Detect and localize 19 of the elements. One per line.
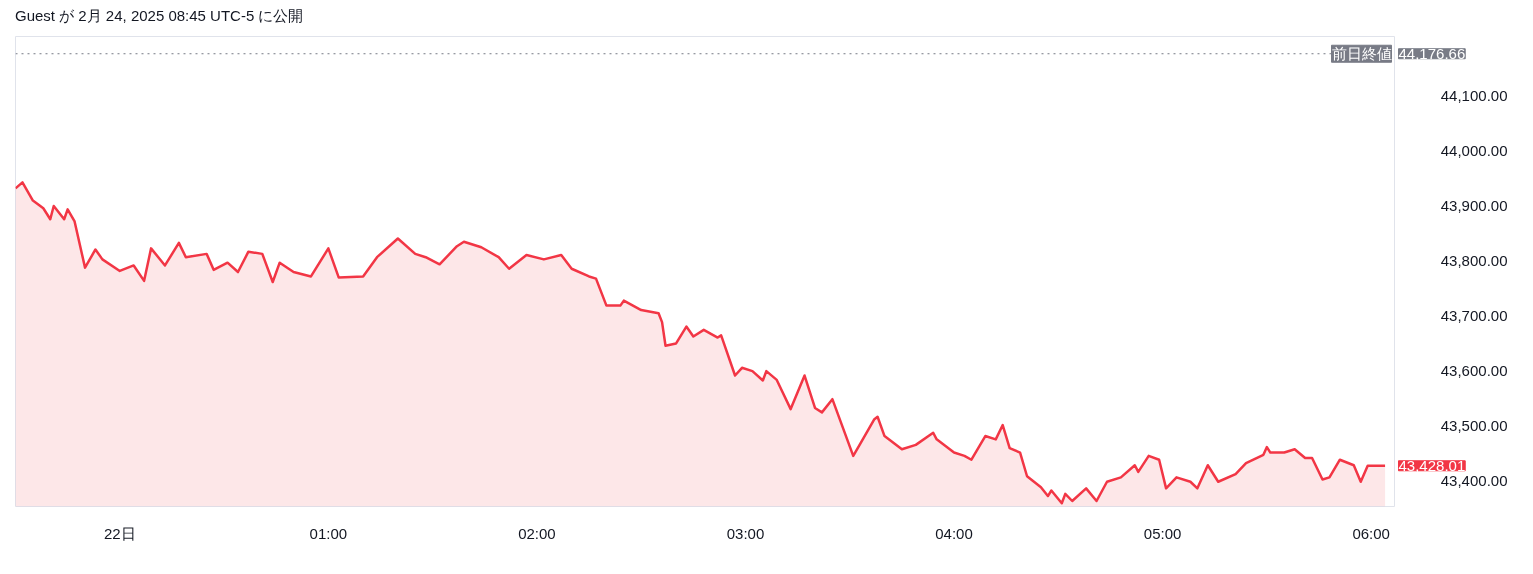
chart-title: Guest が 2月 24, 2025 08:45 UTC-5 に公開 xyxy=(15,6,304,26)
ref-line-label: 前日終値 xyxy=(1331,45,1392,63)
y-tick-label: 44,100.00 xyxy=(1440,87,1508,105)
text: 44,176.66 xyxy=(1398,45,1466,63)
text: 43,428.01 xyxy=(1398,457,1466,475)
x-tick-label: 02:00 xyxy=(518,524,556,542)
x-tick-label: 05:00 xyxy=(1143,524,1182,542)
y-tick-label: 43,400.00 xyxy=(1440,472,1508,490)
x-tick-label: 04:00 xyxy=(935,524,973,542)
y-tick-label: 43,600.00 xyxy=(1440,362,1508,380)
y-tick-label: 43,800.00 xyxy=(1440,252,1508,270)
x-tick-label: 22日 xyxy=(103,524,136,542)
x-tick-label: 01:00 xyxy=(309,524,348,542)
y-tick-label: 43,700.00 xyxy=(1440,307,1508,325)
y-tick-label: 43,500.00 xyxy=(1440,417,1508,435)
x-tick-label: 03:00 xyxy=(726,524,765,542)
y-tick-label: 43,900.00 xyxy=(1440,197,1508,215)
y-tick-label: 44,000.00 xyxy=(1440,142,1508,160)
x-tick-label: 06:00 xyxy=(1352,524,1390,542)
